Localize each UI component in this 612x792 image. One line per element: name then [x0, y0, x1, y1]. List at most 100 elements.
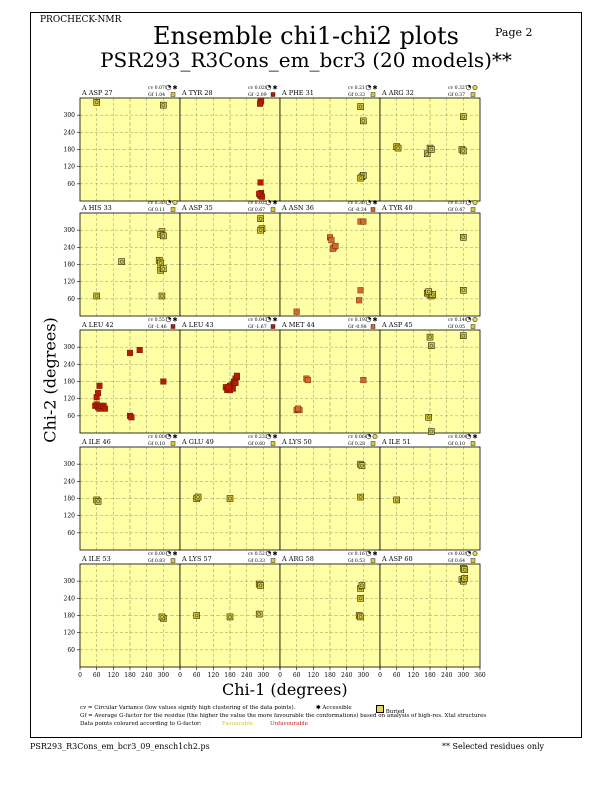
gf-value: Gf 0.67 — [248, 207, 265, 213]
data-point-ring — [96, 499, 100, 504]
data-point-ring — [194, 613, 199, 618]
data-point — [332, 242, 339, 249]
data-point-ring — [429, 429, 434, 434]
gf-color-box — [370, 441, 376, 446]
data-point-ring — [429, 147, 434, 152]
accessible-icon: ✱ — [173, 85, 178, 92]
y-tick-label: 300 — [64, 461, 76, 468]
data-point — [256, 190, 263, 197]
y-tick-label: 60 — [67, 181, 75, 188]
accessible-icon: ✱ — [273, 200, 278, 207]
gf-color-box — [170, 207, 176, 212]
gf-value: Gf -0.98 — [348, 324, 367, 330]
gf-value: Gf 0.10 — [148, 441, 165, 447]
data-point — [257, 100, 264, 107]
x-tick-label: 120 — [108, 672, 120, 679]
x-tick-label: 120 — [408, 672, 420, 679]
x-tick-label: 180 — [224, 672, 236, 679]
accessible-icon: ✱ — [273, 434, 278, 441]
x-tick-label: 180 — [124, 672, 136, 679]
cv-value: cv 0.043 — [248, 317, 268, 323]
cv-clock-fill — [268, 85, 271, 88]
cv-value: cv 0.079 — [148, 85, 168, 91]
data-point-ring — [396, 146, 400, 150]
y-tick-label: 120 — [64, 396, 76, 403]
gf-color-box — [470, 207, 476, 212]
data-point — [160, 101, 167, 109]
data-point — [257, 179, 264, 186]
cv-clock-fill — [368, 551, 371, 554]
residue-label: A HIS 33 — [81, 204, 112, 212]
data-point-ring — [360, 463, 364, 468]
x-tick-label: 120 — [208, 672, 220, 679]
data-point-ring — [394, 498, 399, 502]
gf-value: Gf -1.67 — [248, 324, 267, 330]
gf-value: Gf 0.11 — [148, 207, 165, 213]
gf-value: Gf 0.10 — [448, 441, 465, 447]
x-tick-label: 180 — [424, 672, 436, 679]
y-tick-label: 60 — [67, 296, 75, 303]
data-point-ring — [228, 615, 232, 619]
cv-clock-fill — [368, 434, 371, 437]
residue-label: A LEU 42 — [81, 321, 114, 329]
buried-icon — [472, 85, 478, 90]
panel-border — [379, 97, 481, 202]
cv-clock-fill — [368, 85, 371, 88]
data-point-ring — [161, 103, 166, 107]
data-point — [157, 259, 164, 267]
x-tick-label: 0 — [278, 672, 282, 679]
cv-clock-fill — [468, 200, 471, 203]
accessible-icon: ✱ — [273, 551, 278, 558]
data-point — [226, 613, 234, 621]
accessible-icon: ✱ — [273, 85, 278, 92]
data-point-ring — [257, 612, 261, 616]
data-point — [257, 582, 264, 589]
data-point — [257, 226, 264, 234]
cv-clock-fill — [168, 317, 171, 320]
gf-color-box — [370, 324, 376, 329]
cv-clock-fill — [168, 85, 171, 88]
gf-color-box — [370, 207, 376, 212]
residue-label: A ARG 32 — [381, 89, 414, 97]
data-point — [460, 332, 467, 339]
data-point — [393, 496, 400, 504]
data-point — [328, 237, 335, 244]
residue-label: A ASP 27 — [81, 89, 113, 97]
y-tick-label: 60 — [67, 530, 75, 537]
gf-color-box — [370, 558, 376, 563]
y-tick-label: 120 — [64, 513, 76, 520]
x-tick-label: 360 — [474, 672, 486, 679]
gf-color-box — [170, 558, 176, 563]
x-tick-label: 300 — [458, 672, 470, 679]
data-point — [394, 144, 402, 152]
gf-color-box — [270, 207, 276, 212]
cv-clock-fill — [268, 434, 271, 437]
x-tick-label: 0 — [78, 672, 82, 679]
residue-label: A PHE 31 — [281, 89, 314, 97]
data-point-ring — [461, 149, 466, 153]
page-title: Ensemble chi1-chi2 plots — [153, 22, 459, 50]
data-point-ring — [161, 234, 166, 238]
residue-label: A LYS 57 — [181, 555, 212, 563]
buried-icon — [472, 317, 478, 322]
legend-favourable: Favourable — [222, 721, 254, 727]
data-point-ring — [94, 100, 99, 105]
data-point — [118, 258, 125, 265]
data-point-ring — [358, 104, 363, 109]
panel-border — [379, 212, 481, 317]
cv-clock-fill — [168, 200, 171, 203]
data-point-ring — [196, 495, 200, 499]
cv-value: cv 0.327 — [448, 85, 468, 91]
residue-label: A ASP 45 — [381, 321, 413, 329]
buried-icon — [372, 434, 378, 439]
data-point — [360, 218, 367, 225]
data-point — [304, 377, 311, 384]
y-tick-label: 240 — [64, 361, 76, 368]
